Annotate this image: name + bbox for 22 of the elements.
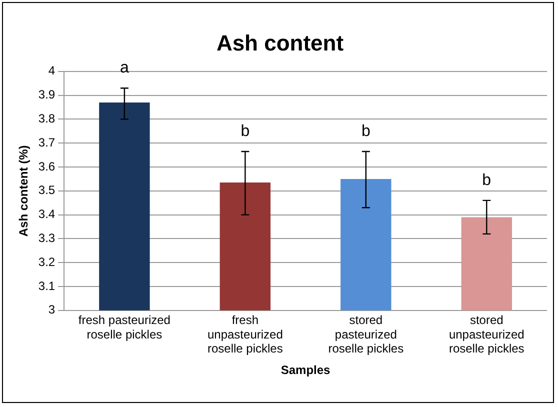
y-tick-label: 3.4 (38, 207, 56, 222)
y-tick-label: 3.8 (38, 112, 56, 126)
y-axis-title: Ash content (%) (16, 145, 31, 237)
y-tick-label: 3.1 (38, 278, 56, 293)
y-tick-label: 3.3 (38, 231, 56, 246)
x-axis-title: Samples (280, 363, 331, 378)
y-tick-label: 3.9 (38, 88, 56, 102)
annotation: b (482, 172, 492, 189)
x-tick-label: fresh pasteurized roselle pickles (78, 312, 170, 342)
y-tick-label: 3.7 (38, 135, 56, 150)
y-tick-label: 3.6 (38, 159, 56, 174)
x-tick-label: stored pasteurized roselle pickles (328, 312, 404, 356)
y-tick-label: 4 (48, 64, 56, 78)
y-tick-label: 3.5 (38, 183, 56, 198)
annotation: b (240, 122, 250, 140)
chart-title: Ash content (216, 30, 344, 56)
annotation: b (361, 122, 370, 140)
y-tick-label: 3.2 (38, 254, 56, 269)
y-tick-label: 3 (48, 302, 56, 317)
x-tick-label: stored unpasteurized roselle pickles (448, 312, 524, 356)
annotation: a (120, 60, 129, 77)
x-tick-label: fresh unpasteurized roselle pickles (207, 312, 283, 356)
